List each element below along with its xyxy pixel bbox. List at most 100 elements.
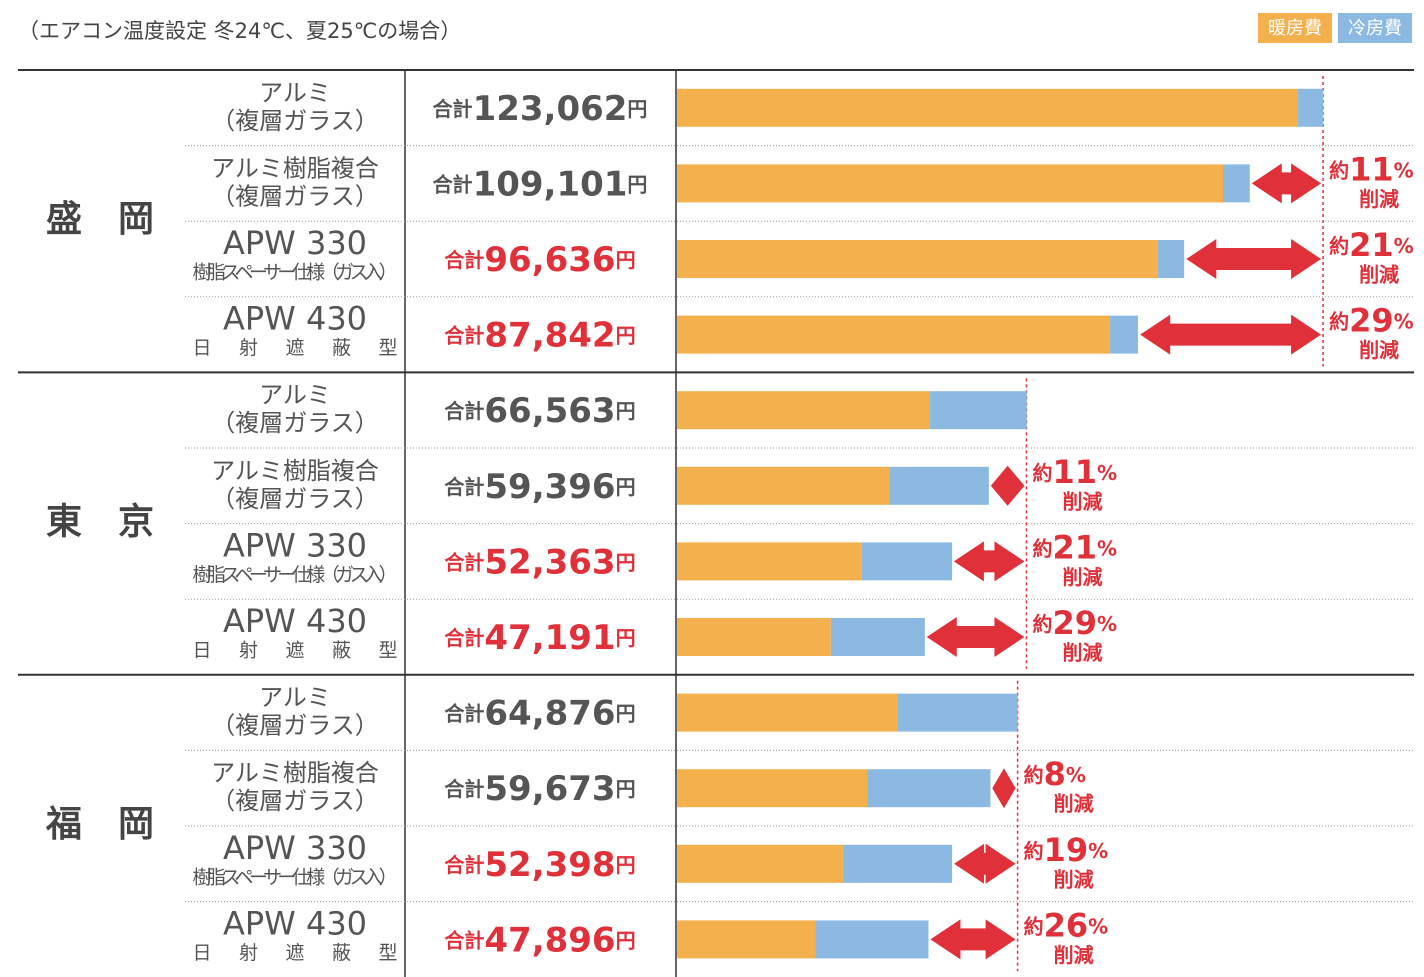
subtitle: （エアコン温度設定 冬24℃、夏25℃の場合） — [18, 19, 461, 43]
total-prefix: 合計 — [444, 777, 484, 801]
row-label-line: アルミ — [259, 79, 331, 107]
total-prefix: 合計 — [444, 852, 484, 876]
reduction-suffix: 削減 — [1062, 565, 1102, 589]
reduction-prefix: 約 — [1032, 612, 1052, 636]
total-value: 64,876 — [484, 693, 615, 733]
reduction-unit: % — [1394, 234, 1414, 258]
bar-segment — [677, 315, 1111, 354]
reduction-suffix: 削減 — [1054, 792, 1094, 816]
reduction-prefix: 約 — [1024, 914, 1044, 938]
total-label: 合計52,398円 — [444, 844, 635, 884]
bar-segment — [830, 618, 925, 656]
total-label: 合計109,101円 — [433, 164, 648, 204]
bar-segment — [842, 844, 953, 883]
reduction-suffix: 削減 — [1054, 867, 1094, 891]
total-label: 合計52,363円 — [444, 542, 635, 582]
bar-segment — [861, 542, 953, 581]
reduction-arrow — [990, 465, 1025, 506]
total-value: 52,363 — [484, 542, 615, 582]
total-value: 59,396 — [484, 466, 615, 506]
total-unit: 円 — [616, 550, 636, 574]
row-label-line: アルミ樹脂複合 — [211, 759, 379, 787]
row-label-line: （複層ガラス） — [211, 409, 379, 437]
legend-label: 冷房費 — [1348, 18, 1402, 39]
reduction-suffix: 削減 — [1359, 338, 1399, 362]
reduction-value: 29 — [1349, 302, 1394, 340]
bar-segment — [867, 769, 991, 808]
row-label-line: 日射遮蔽型 — [193, 640, 398, 662]
reduction-prefix: 約 — [1024, 763, 1044, 787]
total-label: 合計87,842円 — [444, 315, 635, 355]
reduction-value: 21 — [1349, 226, 1394, 264]
reduction-suffix: 削減 — [1359, 263, 1399, 287]
row-label-line: 樹脂スペーサー仕様（ガス入） — [193, 866, 398, 888]
total-value: 123,062 — [473, 88, 628, 128]
row-label-line: （複層ガラス） — [211, 107, 379, 135]
bar-segment — [677, 693, 899, 732]
reduction-label: 約21% — [1032, 528, 1117, 566]
total-unit: 円 — [616, 474, 636, 498]
total-prefix: 合計 — [444, 474, 484, 498]
reduction-value: 26 — [1044, 906, 1089, 944]
reduction-prefix: 約 — [1032, 536, 1052, 560]
total-label: 合計123,062円 — [433, 88, 648, 128]
row-label-line: 日射遮蔽型 — [193, 942, 398, 964]
reduction-prefix: 約 — [1329, 309, 1349, 333]
total-unit: 円 — [616, 928, 636, 952]
total-unit: 円 — [616, 248, 636, 272]
total-unit: 円 — [616, 852, 636, 876]
reduction-arrow — [926, 617, 1025, 657]
total-prefix: 合計 — [444, 323, 484, 347]
total-value: 47,896 — [484, 920, 615, 960]
reduction-suffix: 削減 — [1054, 943, 1094, 967]
total-prefix: 合計 — [444, 701, 484, 725]
total-unit: 円 — [616, 701, 636, 725]
reduction-arrow — [930, 919, 1016, 960]
reduction-prefix: 約 — [1329, 158, 1349, 182]
bar-segment — [677, 164, 1223, 203]
reduction-arrow — [1186, 239, 1322, 279]
total-unit: 円 — [616, 626, 636, 650]
group-name: 福 岡 — [45, 804, 154, 845]
total-prefix: 合計 — [444, 248, 484, 272]
reduction-value: 11 — [1052, 453, 1097, 491]
reduction-unit: % — [1097, 460, 1117, 484]
reduction-arrow — [1251, 163, 1322, 204]
reduction-prefix: 約 — [1032, 460, 1052, 484]
reduction-value: 29 — [1052, 604, 1097, 642]
reduction-unit: % — [1088, 914, 1108, 938]
total-label: 合計47,896円 — [444, 920, 635, 960]
row-label-line: アルミ — [259, 684, 331, 712]
row-label-line: APW 330 — [223, 526, 367, 564]
reduction-arrow — [953, 541, 1025, 582]
total-prefix: 合計 — [444, 626, 484, 650]
bar-segment — [1223, 164, 1250, 203]
reduction-label: 約29% — [1032, 604, 1117, 642]
row-label-line: APW 330 — [223, 224, 367, 262]
bar-segment — [677, 920, 816, 959]
reduction-unit: % — [1088, 838, 1108, 862]
reduction-label: 約11% — [1329, 150, 1414, 188]
group-name: 東 京 — [46, 501, 154, 543]
reduction-suffix: 削減 — [1062, 489, 1102, 513]
reduction-suffix: 削減 — [1359, 187, 1399, 211]
row-label-line: 日射遮蔽型 — [193, 337, 398, 359]
bar-segment — [815, 920, 929, 959]
bar-segment — [898, 693, 1018, 732]
total-label: 合計59,396円 — [444, 466, 635, 506]
reduction-label: 約21% — [1329, 226, 1414, 264]
row-label-line: アルミ樹脂複合 — [211, 457, 379, 485]
row-label-line: 樹脂スペーサー仕様（ガス入） — [193, 564, 398, 586]
row-label-line: アルミ — [259, 381, 331, 409]
total-value: 59,673 — [484, 769, 615, 809]
reduction-label: 約29% — [1329, 302, 1414, 340]
total-unit: 円 — [627, 172, 647, 196]
total-label: 合計64,876円 — [444, 693, 635, 733]
reduction-value: 19 — [1044, 831, 1089, 869]
total-prefix: 合計 — [433, 96, 473, 120]
total-prefix: 合計 — [433, 172, 473, 196]
total-unit: 円 — [627, 96, 647, 120]
bar-segment — [889, 466, 989, 505]
reduction-value: 21 — [1052, 528, 1097, 566]
row-label-line: APW 430 — [223, 602, 367, 640]
